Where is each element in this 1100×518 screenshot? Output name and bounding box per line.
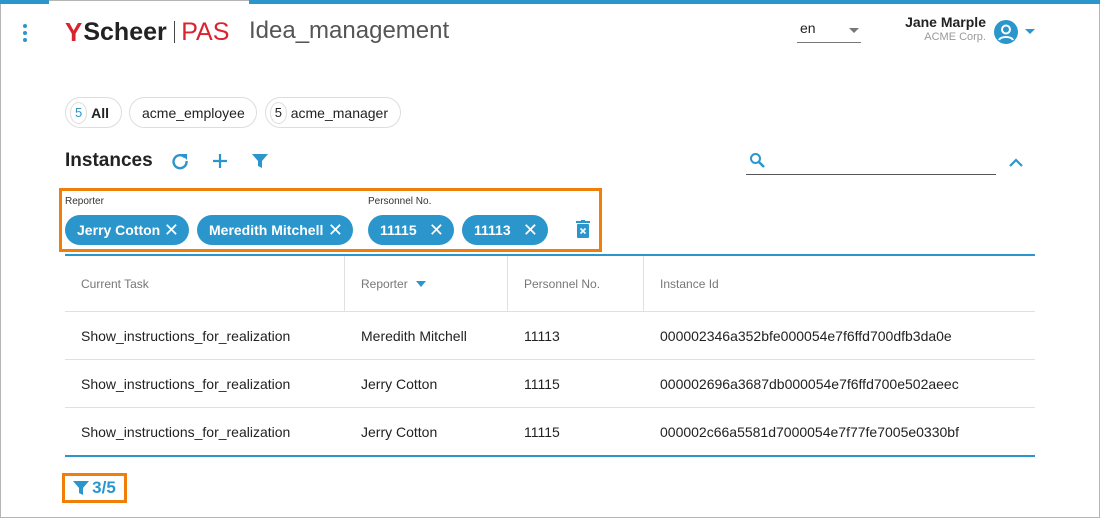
column-header-reporter[interactable]: Reporter	[345, 256, 508, 311]
cell-personnel-no: 11115	[524, 375, 560, 392]
active-filters-panel	[59, 188, 602, 252]
table-bottom-border	[65, 455, 1035, 457]
filter-chip[interactable]: Jerry Cotton ✕	[65, 215, 189, 245]
scheer-pas-logo: Y Scheer PAS	[65, 16, 230, 47]
close-icon[interactable]: ✕	[163, 219, 179, 240]
collapse-chevron-up-icon[interactable]	[1008, 155, 1024, 173]
close-icon[interactable]: ✕	[327, 219, 343, 240]
filter-icon	[73, 481, 90, 495]
column-header[interactable]: Instance Id	[660, 276, 719, 291]
cell-current-task: Show_instructions_for_realization	[81, 423, 291, 440]
sort-desc-icon[interactable]	[415, 280, 426, 287]
role-chip-acme-employee[interactable]: acme_employee	[129, 97, 257, 128]
top-accent-bar	[0, 0, 49, 4]
filter-chip[interactable]: 11115 ✕	[368, 215, 454, 245]
cell-personnel-no: 11113	[524, 327, 560, 344]
cell-reporter: Meredith Mitchell	[361, 327, 467, 344]
filter-chip[interactable]: 11113 ✕	[462, 215, 548, 245]
user-info[interactable]: Jane Marple ACME Corp.	[905, 14, 986, 43]
filter-label-personnel: Personnel No.	[368, 196, 432, 207]
table-row[interactable]: Show_instructions_for_realization Meredi…	[65, 312, 1035, 360]
column-header[interactable]: Current Task	[65, 256, 345, 311]
table-top-border	[65, 254, 1035, 256]
filter-icon[interactable]	[251, 152, 269, 175]
clear-filters-trash-icon[interactable]	[576, 220, 590, 243]
instances-heading: Instances	[65, 150, 153, 171]
cell-current-task: Show_instructions_for_realization	[81, 327, 291, 344]
cell-reporter: Jerry Cotton	[361, 375, 438, 392]
table-row[interactable]: Show_instructions_for_realization Jerry …	[65, 408, 1035, 455]
language-select[interactable]: en	[797, 20, 861, 43]
role-chip-all[interactable]: 5 All	[65, 97, 122, 128]
cell-instance-id: 000002696a3687db000054e7f6ffd700e502aeec	[660, 375, 959, 392]
column-header[interactable]: Personnel No.	[508, 256, 644, 311]
filter-label-reporter: Reporter	[65, 196, 104, 207]
search-icon	[750, 153, 765, 168]
app-title: Idea_management	[249, 17, 450, 44]
user-avatar-icon[interactable]	[994, 20, 1018, 44]
filter-count-badge[interactable]: 3/5	[62, 473, 127, 503]
cell-instance-id: 000002c66a5581d7000054e7f77fe7005e0330bf	[660, 423, 959, 440]
table-header-row: Current Task Reporter Personnel No. Inst…	[65, 256, 1035, 312]
user-org: ACME Corp.	[924, 31, 986, 43]
refresh-icon[interactable]	[171, 152, 189, 175]
close-icon[interactable]: ✕	[428, 219, 444, 240]
cell-reporter: Jerry Cotton	[361, 423, 438, 440]
cell-current-task: Show_instructions_for_realization	[81, 375, 291, 392]
menu-kebab-icon[interactable]	[22, 24, 28, 42]
dropdown-caret-icon	[849, 28, 859, 33]
user-name: Jane Marple	[905, 14, 986, 30]
top-accent-bar	[249, 0, 1100, 4]
filter-chip[interactable]: Meredith Mitchell ✕	[197, 215, 353, 245]
search-input[interactable]	[746, 148, 996, 175]
add-icon[interactable]	[211, 152, 229, 175]
cell-personnel-no: 11115	[524, 423, 560, 440]
table-row[interactable]: Show_instructions_for_realization Jerry …	[65, 360, 1035, 408]
cell-instance-id: 000002346a352bfe000054e7f6ffd700dfb3da0e	[660, 327, 952, 344]
role-chip-acme-manager[interactable]: 5 acme_manager	[265, 97, 401, 128]
close-icon[interactable]: ✕	[522, 219, 538, 240]
user-menu-caret-icon[interactable]	[1025, 29, 1035, 34]
